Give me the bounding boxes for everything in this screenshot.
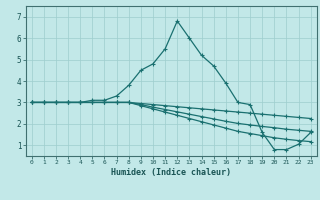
- X-axis label: Humidex (Indice chaleur): Humidex (Indice chaleur): [111, 168, 231, 177]
